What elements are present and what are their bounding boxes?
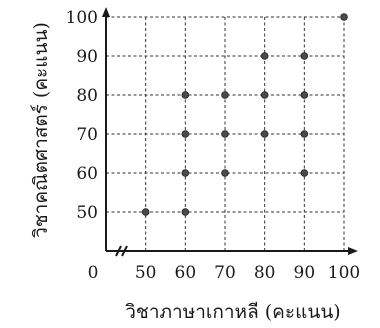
y-tick-label-100: 100 [66, 8, 98, 28]
x-axis-label: วิชาภาษาเกาหลี (คะแนน) [125, 301, 341, 323]
x-axis-break [121, 245, 128, 257]
x-axis-arrow [348, 247, 358, 255]
tick-labels: 50 60 70 80 90 100 50 60 70 80 90 100 [66, 8, 361, 283]
data-points [141, 13, 348, 216]
point-80-70 [260, 130, 269, 138]
point-90-60 [300, 169, 309, 177]
point-60-60 [181, 169, 190, 177]
point-60-80 [181, 91, 190, 99]
x-tick-label-50: 50 [135, 263, 157, 283]
point-60-70 [181, 130, 190, 138]
point-90-80 [300, 91, 309, 99]
x-tick-label-80: 80 [254, 263, 276, 283]
y-axis-label: วิชาคณิตศาสตร์ (คะแนน) [30, 22, 52, 238]
y-tick-label-50: 50 [76, 203, 98, 223]
y-tick-label-90: 90 [76, 47, 98, 67]
point-90-90 [300, 52, 309, 60]
point-60-50 [181, 208, 190, 216]
point-70-60 [221, 169, 229, 177]
y-tick-label-60: 60 [76, 164, 98, 184]
x-tick-label-70: 70 [214, 263, 236, 283]
y-axis-arrow [102, 7, 110, 17]
point-100-100 [340, 13, 348, 21]
point-70-80 [221, 91, 229, 99]
axes [102, 7, 358, 257]
point-80-90 [260, 52, 269, 60]
y-tick-label-70: 70 [76, 125, 98, 145]
x-axis-break [115, 245, 122, 257]
point-70-70 [221, 130, 229, 138]
origin-label: 0 [88, 263, 99, 283]
point-80-80 [260, 91, 269, 99]
point-50-50 [141, 208, 150, 216]
y-tick-label-80: 80 [76, 86, 98, 106]
x-tick-label-100: 100 [328, 263, 360, 283]
x-tick-label-90: 90 [294, 263, 316, 283]
point-90-70 [300, 130, 309, 138]
x-tick-label-60: 60 [175, 263, 197, 283]
